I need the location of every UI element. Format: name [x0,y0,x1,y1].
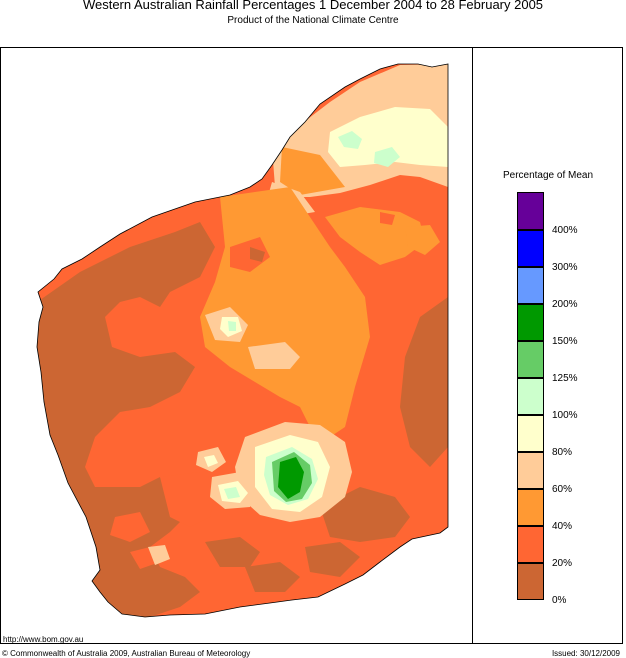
map-frame [0,47,623,644]
legend-label-125: 125% [552,373,578,384]
legend-swatch-4 [517,341,544,378]
legend-label-0: 0% [552,595,567,606]
wa-rainfall-regions [37,64,448,617]
legend-swatch-6 [517,415,544,452]
legend-label-300: 300% [552,262,578,273]
legend-swatch-1 [517,230,544,267]
legend-label-150: 150% [552,336,578,347]
legend-swatch-7 [517,452,544,489]
legend-swatch-10 [517,563,544,600]
legend-swatch-5 [517,378,544,415]
map-title: Western Australian Rainfall Percentages … [82,0,544,12]
footer-url: http://www.bom.gov.au [3,635,84,644]
legend-swatch-2 [517,267,544,304]
legend-swatch-8 [517,489,544,526]
footer-issued: Issued: 30/12/2009 [551,649,620,658]
legend-label-40: 40% [552,521,573,532]
rainfall-map [36,63,449,618]
legend-swatch-0 [517,192,544,230]
footer-copyright: © Commonwealth of Australia 2009, Austra… [2,649,251,658]
legend-label-200: 200% [552,299,578,310]
legend-label-20: 20% [552,558,573,569]
legend-divider [472,47,473,644]
legend-label-80: 80% [552,447,573,458]
legend-label-60: 60% [552,484,573,495]
legend-title: Percentage of Mean [502,170,594,181]
legend-label-100: 100% [552,410,578,421]
wa-coastline [36,63,449,618]
legend-swatch-3 [517,304,544,341]
legend-label-400: 400% [552,225,578,236]
legend-swatch-9 [517,526,544,563]
map-subtitle: Product of the National Climate Centre [227,15,399,26]
